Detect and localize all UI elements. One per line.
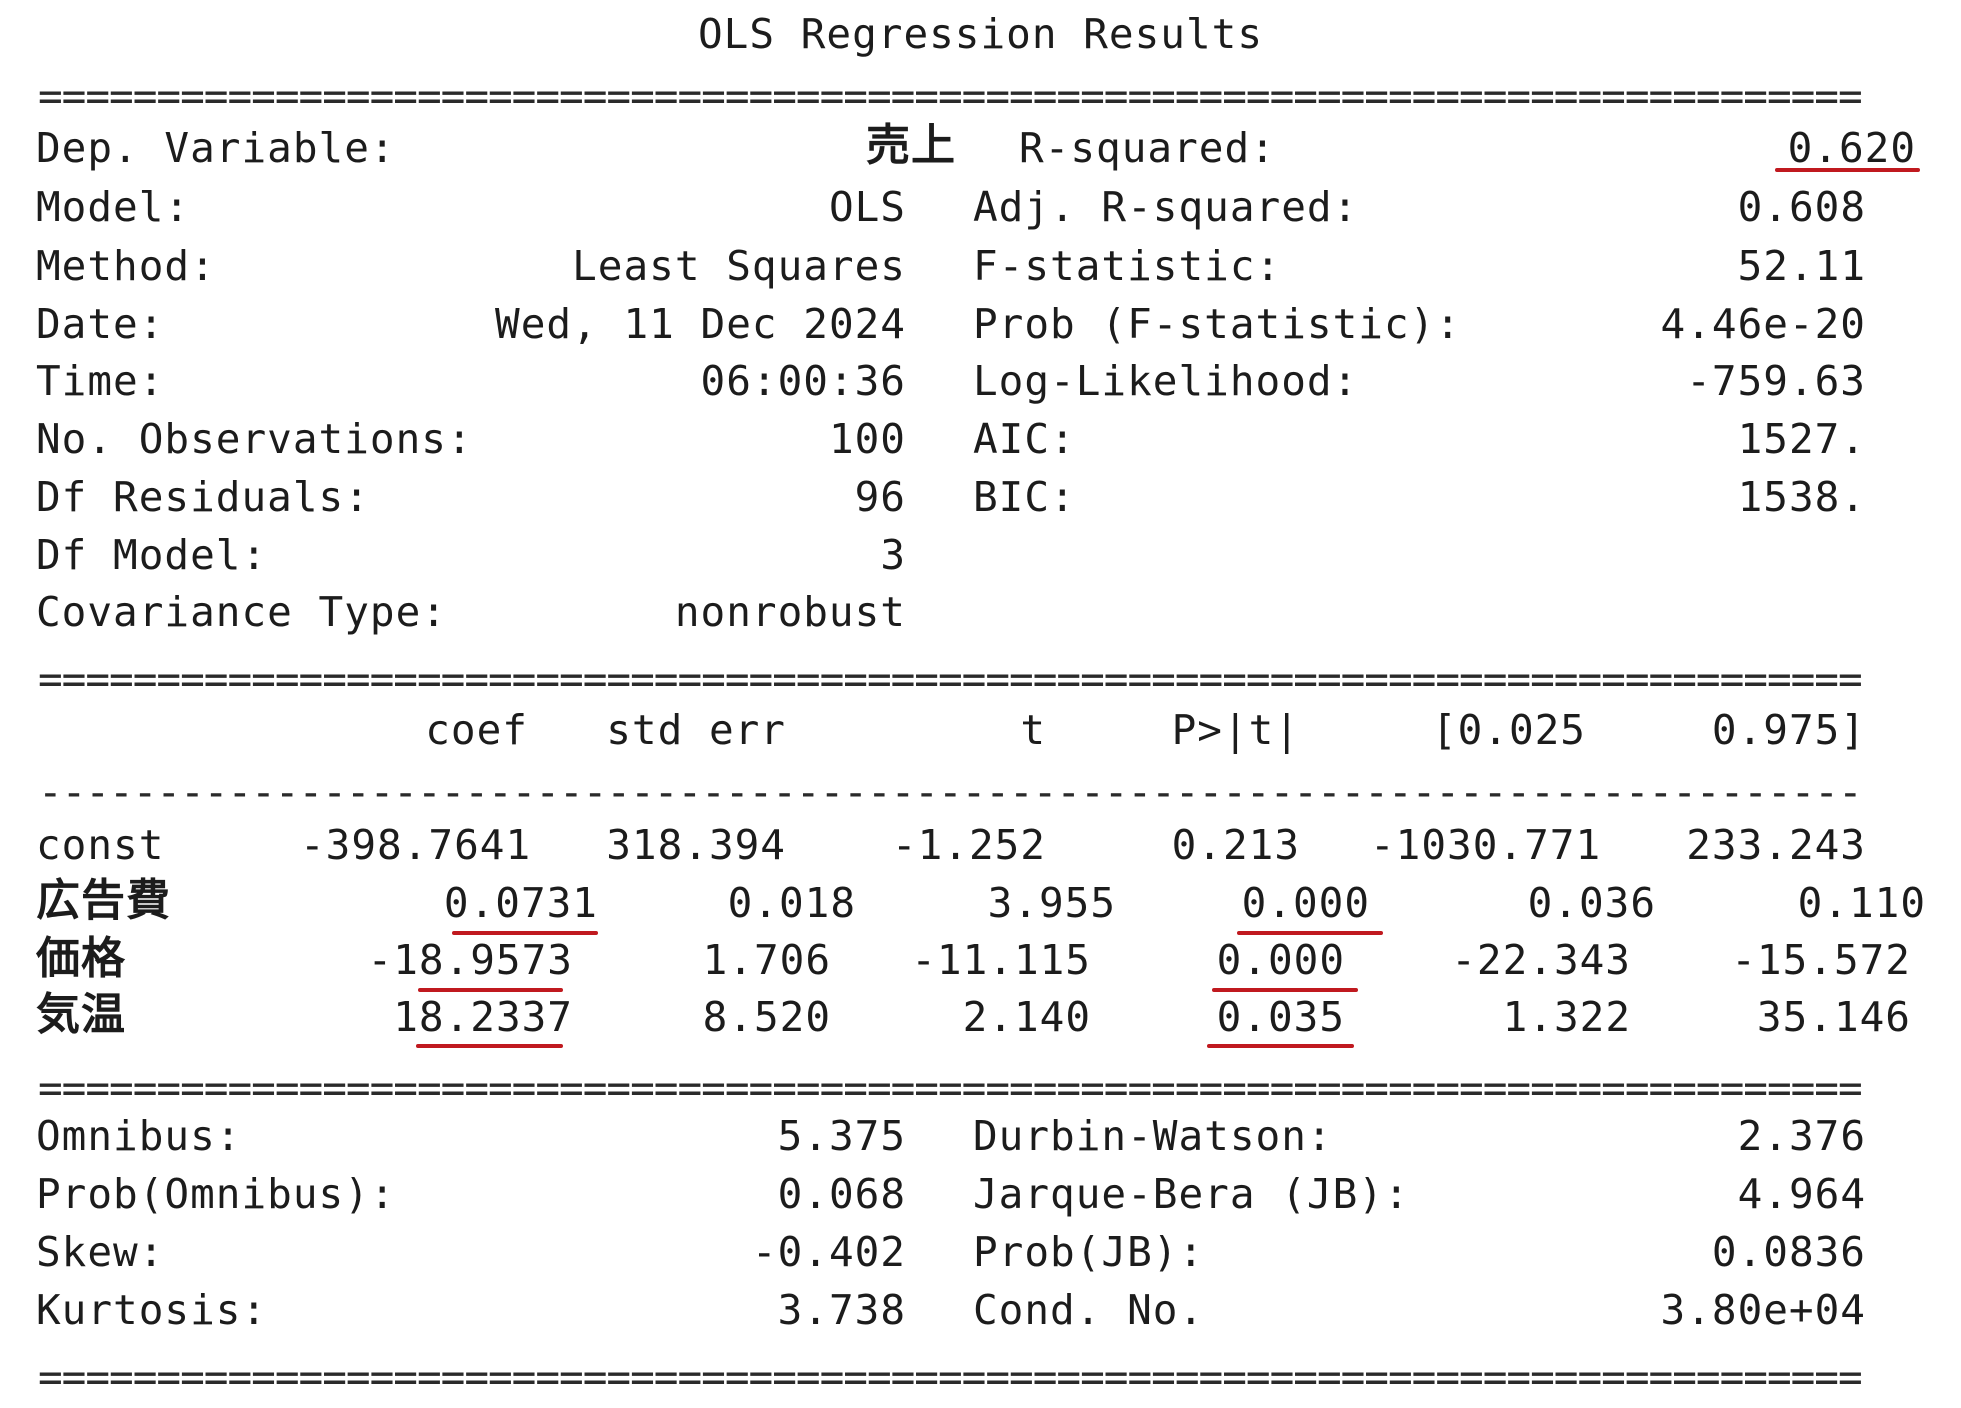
coef-header-t: t — [1020, 706, 1046, 754]
diag-label-skew: Skew: — [36, 1228, 165, 1276]
diag-value-skew: -0.402 — [751, 1228, 906, 1276]
coef-cell-advertising-p: 0.000 — [1241, 879, 1370, 927]
summary-value-df-residuals: 96 — [854, 473, 906, 521]
summary-value-aic: 1527. — [1737, 415, 1866, 463]
coef-cell-temperature-ci-lower: 1.322 — [1502, 993, 1631, 1041]
coef-header-coef: coef — [425, 706, 528, 754]
advertising-p-highlight-underline — [1237, 931, 1383, 935]
summary-value-f-statistic: 52.11 — [1737, 242, 1866, 290]
summary-value-dep-variable: 売上 — [866, 120, 956, 171]
summary-value-date: Wed, 11 Dec 2024 — [495, 300, 906, 348]
summary-value-prob-f-statistic: 4.46e-20 — [1660, 300, 1866, 348]
summary-label-adj-r-squared: Adj. R-squared: — [973, 183, 1359, 231]
summary-value-model: OLS — [828, 183, 906, 231]
diag-value-kurtosis: 3.738 — [777, 1286, 906, 1334]
coef-cell-advertising-ci-upper: 0.110 — [1797, 879, 1926, 927]
coef-row-name-temperature: 気温 — [36, 989, 126, 1040]
double-rule: ========================================… — [38, 657, 1861, 701]
coef-cell-temperature-std-err: 8.520 — [702, 993, 831, 1041]
coef-cell-const-coef: -398.7641 — [300, 821, 532, 869]
summary-label-r-squared: R-squared: — [1019, 124, 1276, 172]
coef-row-name-price: 価格 — [36, 933, 126, 984]
advertising-coef-highlight-underline — [452, 931, 598, 935]
coef-cell-temperature-t: 2.140 — [962, 993, 1091, 1041]
summary-label-df-model: Df Model: — [36, 531, 268, 579]
summary-label-method: Method: — [36, 242, 216, 290]
diag-label-durbin-watson: Durbin-Watson: — [973, 1112, 1333, 1160]
summary-value-log-likelihood: -759.63 — [1686, 357, 1866, 405]
temperature-p-highlight-underline — [1207, 1044, 1354, 1048]
coef-header-std-err: std err — [606, 706, 786, 754]
page-title: OLS Regression Results — [697, 10, 1264, 58]
coef-header-ci-upper: 0.975] — [1711, 706, 1866, 754]
summary-value-covariance-type: nonrobust — [674, 588, 906, 636]
summary-label-time: Time: — [36, 357, 165, 405]
summary-value-method: Least Squares — [572, 242, 906, 290]
summary-value-df-model: 3 — [880, 531, 906, 579]
summary-value-time: 06:00:36 — [700, 357, 906, 405]
temperature-coef-highlight-underline — [416, 1044, 563, 1048]
diag-value-durbin-watson: 2.376 — [1737, 1112, 1866, 1160]
coef-cell-price-coef: -18.9573 — [367, 936, 573, 984]
summary-label-model: Model: — [36, 183, 191, 231]
coef-cell-const-std-err: 318.394 — [606, 821, 786, 869]
summary-label-prob-f-statistic: Prob (F-statistic): — [973, 300, 1461, 348]
diag-label-kurtosis: Kurtosis: — [36, 1286, 268, 1334]
coef-cell-const-p: 0.213 — [1171, 821, 1300, 869]
coef-row-name-advertising: 広告費 — [36, 875, 171, 926]
summary-label-log-likelihood: Log-Likelihood: — [973, 357, 1359, 405]
coef-cell-price-t: -11.115 — [911, 936, 1091, 984]
coef-cell-price-std-err: 1.706 — [702, 936, 831, 984]
coef-cell-temperature-coef: 18.2337 — [393, 993, 573, 1041]
coef-header-p-value: P>|t| — [1171, 706, 1300, 754]
diag-value-jarque-bera: 4.964 — [1737, 1170, 1866, 1218]
double-rule: ========================================… — [38, 1355, 1861, 1399]
price-coef-highlight-underline — [418, 988, 563, 992]
diag-label-omnibus: Omnibus: — [36, 1112, 242, 1160]
diag-label-prob-omnibus: Prob(Omnibus): — [36, 1170, 396, 1218]
diag-label-prob-jb: Prob(JB): — [973, 1228, 1205, 1276]
single-rule: ----------------------------------------… — [38, 770, 1861, 814]
summary-value-bic: 1538. — [1737, 473, 1866, 521]
coef-cell-temperature-p: 0.035 — [1216, 993, 1345, 1041]
price-p-highlight-underline — [1212, 988, 1358, 992]
summary-label-df-residuals: Df Residuals: — [36, 473, 370, 521]
coef-row-name-const: const — [36, 821, 165, 869]
diag-label-cond-no: Cond. No. — [973, 1286, 1205, 1334]
summary-label-bic: BIC: — [973, 473, 1076, 521]
coef-cell-advertising-std-err: 0.018 — [727, 879, 856, 927]
double-rule: ========================================… — [38, 1066, 1861, 1110]
coef-cell-price-p: 0.000 — [1216, 936, 1345, 984]
diag-value-omnibus: 5.375 — [777, 1112, 906, 1160]
summary-value-r-squared: 0.620 — [1787, 124, 1916, 172]
coef-cell-temperature-ci-upper: 35.146 — [1756, 993, 1911, 1041]
summary-label-f-statistic: F-statistic: — [973, 242, 1282, 290]
coef-cell-const-ci-upper: 233.243 — [1686, 821, 1866, 869]
summary-label-observations: No. Observations: — [36, 415, 473, 463]
coef-cell-advertising-ci-lower: 0.036 — [1527, 879, 1656, 927]
summary-label-dep-variable: Dep. Variable: — [36, 124, 396, 172]
coef-cell-price-ci-upper: -15.572 — [1731, 936, 1911, 984]
diag-value-prob-omnibus: 0.068 — [777, 1170, 906, 1218]
coef-cell-price-ci-lower: -22.343 — [1451, 936, 1631, 984]
coef-cell-advertising-coef: 0.0731 — [443, 879, 598, 927]
summary-label-date: Date: — [36, 300, 165, 348]
diag-value-prob-jb: 0.0836 — [1711, 1228, 1866, 1276]
coef-cell-const-ci-lower: -1030.771 — [1370, 821, 1602, 869]
diag-value-cond-no: 3.80e+04 — [1660, 1286, 1866, 1334]
diag-label-jarque-bera: Jarque-Bera (JB): — [973, 1170, 1410, 1218]
summary-label-covariance-type: Covariance Type: — [36, 588, 447, 636]
coef-cell-const-t: -1.252 — [891, 821, 1046, 869]
coef-cell-advertising-t: 3.955 — [987, 879, 1116, 927]
summary-label-aic: AIC: — [973, 415, 1076, 463]
summary-value-adj-r-squared: 0.608 — [1737, 183, 1866, 231]
summary-value-observations: 100 — [828, 415, 906, 463]
coef-header-ci-lower: [0.025 — [1431, 706, 1586, 754]
r-squared-highlight-underline — [1775, 168, 1920, 172]
double-rule: ========================================… — [38, 74, 1861, 118]
